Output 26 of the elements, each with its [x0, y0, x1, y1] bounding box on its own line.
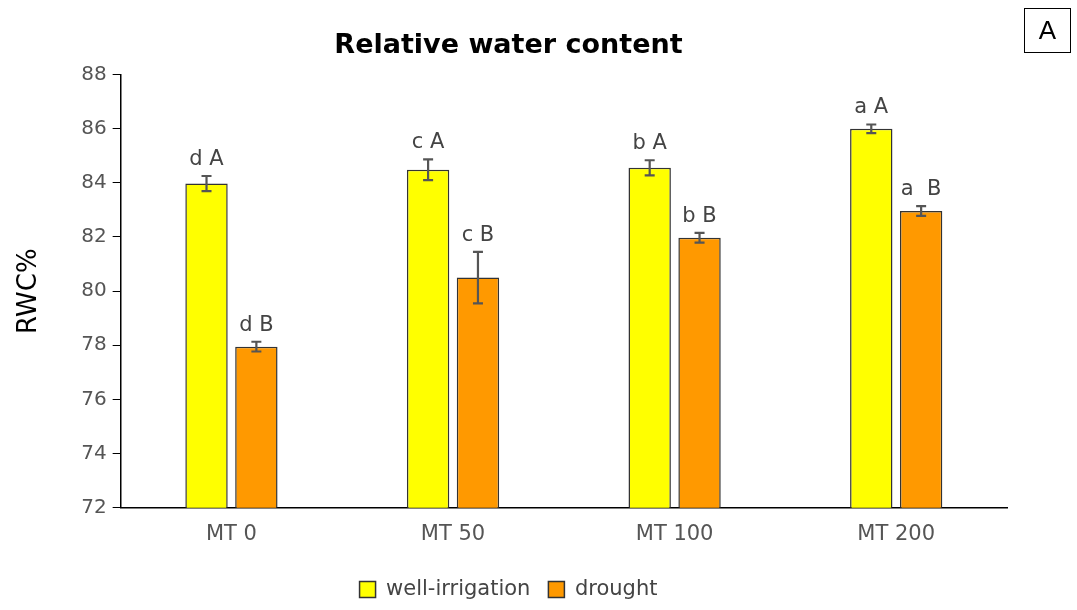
data-label: c B	[461, 221, 495, 246]
data-label: d B	[239, 311, 274, 336]
y-tick-label: 88	[81, 60, 107, 85]
chart-title: Relative water content	[334, 28, 683, 60]
data-label: b A	[632, 130, 668, 155]
y-axis-title: RWC%	[12, 248, 43, 334]
y-tick-label: 82	[81, 223, 107, 248]
data-label: b B	[682, 202, 717, 227]
data-label: a A	[854, 94, 889, 119]
text: A	[1023, 8, 1071, 53]
y-tick-label: 76	[81, 385, 107, 410]
y-tick-label: 78	[81, 331, 107, 356]
x-tick-label: MT 50	[420, 520, 486, 545]
y-tick-label: 80	[81, 277, 107, 302]
data-label: a B	[900, 176, 942, 200]
legend-label: drought	[574, 575, 658, 600]
y-tick-label: 72	[81, 494, 107, 518]
x-tick-label: MT 0	[205, 520, 257, 545]
y-tick-label: 84	[81, 168, 107, 193]
x-tick-label: MT 200	[857, 520, 936, 545]
y-tick-label: 86	[81, 114, 107, 139]
legend-label: well-irrigation	[386, 575, 531, 600]
x-tick-label: MT 100	[635, 520, 714, 545]
data-label: d A	[189, 145, 225, 170]
data-label: c A	[411, 129, 446, 154]
y-tick-label: 74	[81, 439, 107, 464]
